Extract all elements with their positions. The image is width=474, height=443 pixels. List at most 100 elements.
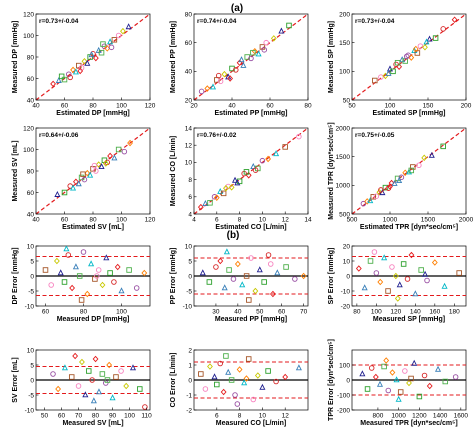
chart-a-1-1: 4 6 8 10 12 14 4 6 8 10 12 14 Estimated CO [L/min] Me… [170,125,312,231]
chart-b-1-2-point-16 [434,365,442,372]
chart-a-0-0-point-22 [58,73,65,80]
chart-a-0-2-point-16 [432,35,439,41]
chart-a-1-2-point-13 [402,169,409,176]
chart-b-0-0-point-14 [99,281,106,289]
chart-b-0-2-point-17 [441,282,448,289]
chart-a-1-1-point-16 [265,155,272,163]
chart-a-1-2-data-layer [352,128,466,214]
chart-b-0-1-point-8 [239,281,246,288]
chart-b-1-0-point-13 [106,361,113,369]
chart-b-0-0-point-4 [61,279,68,285]
chart-b-0-1-xtick-label-4: 70 [300,309,308,316]
chart-a-0-0-point-4 [70,66,76,74]
chart-a-1-2-xlabel: Estimated TPR [dyn*sec/cm⁵] [360,224,458,231]
chart-b-0-0-point-16 [107,270,113,276]
chart-a-1-2-ytick-label-1: 1000 [336,183,351,190]
chart-a-1-1-point-19 [296,133,302,140]
chart-b-1-0-point-9 [92,355,99,363]
chart-a-1-0-point-6 [81,176,88,183]
chart-a-0-0-xtick-label-3: 100 [116,103,127,110]
chart-b-1-0-point-17 [123,382,130,390]
chart-a-0-2-xlabel: Estimated SP [mmHg] [373,110,446,117]
chart-a-1-1-point-4 [213,194,220,201]
chart-a-1-0-point-17 [115,146,122,153]
chart-b-0-2-point-18 [456,270,462,276]
chart-b-0-0-point-21 [133,285,140,291]
chart-b-0-1-point-21 [246,297,252,303]
chart-b-1-2-point-15 [426,382,433,390]
chart-b-1-1-data-layer [194,353,308,407]
chart-a-0-2-point-1 [378,74,384,80]
chart-b-0-0-ytick-label-3: 5 [30,258,34,265]
chart-b-1-2-point-3 [372,373,379,381]
chart-b-0-0-ylabel: DP Error [mmHg] [12,247,19,304]
chart-a-0-1-annotation: r=0.74+/-0.04 [197,18,237,25]
chart-b-1-2-xtick-label-2: 1200 [412,413,427,420]
chart-b-1-0-ytick-label-3: 5 [30,362,34,369]
chart-a-1-0-point-19 [127,139,133,147]
chart-b-1-0-data-layer [36,352,150,410]
chart-a-0-0-point-21 [125,23,132,30]
chart-b-1-1-point-11 [241,379,248,386]
chart-b-0-1-xlabel: Measured PP [mmHg] [215,316,287,323]
chart-a-1-0-ylabel: Measured SV [mL] [12,140,19,201]
chart-b-0-0-xtick-label-1: 80 [80,309,88,316]
chart-b-1-2-point-18 [452,374,459,380]
chart-b-0-2-point-16 [431,259,438,266]
chart-b-1-1-xlabel: Measured CO [L/min] [216,420,286,427]
chart-a-1-0-xtick-label-2: 80 [89,217,97,224]
chart-b-0-0-ytick-label-1: -5 [28,288,34,295]
chart-a-1-2: 500 1000 1500 2000500100015002000Estimated … [328,122,474,231]
chart-b-0-2-point-21 [422,270,429,277]
chart-b-0-2-ytick-label-0: -20 [341,303,351,310]
chart-a-1-2-ytick-label-2: 1500 [336,154,351,161]
chart-b-1-2: 800 1000 1200 1400 1600 -200 -100 0 100 Measured … [328,339,468,427]
chart-b-0-2-xtick-label-0: 80 [353,309,361,316]
chart-b-0-0-point-17 [111,279,117,285]
panel-a-label: (a) [231,3,243,14]
chart-a-0-0-point-5 [72,68,79,75]
chart-b-0-0-point-19 [118,287,125,294]
chart-a-1-1-data-layer [194,128,308,214]
chart-a-0-0: 40 60 80 100 120 40 60 80 100 120 Estimated DP [mm… [12,11,156,117]
chart-a-0-2-point-22 [412,45,419,53]
chart-b-0-1-point-18 [292,276,298,282]
chart-a-0-0-ytick-label-0: 40 [27,97,35,104]
panel-b-label: (b) [227,230,240,241]
chart-a-1-2-point-18 [428,151,435,158]
chart-a-1-1-xtick-label-0: 4 [192,217,196,224]
chart-b-0-0-point-24 [78,297,85,303]
chart-b-1-1-xtick-label-2: 10 [259,413,267,420]
chart-b-0-1-point-0 [199,269,206,276]
chart-a-0-2-point-13 [417,43,424,49]
chart-a-0-1-ytick-label-0: 20 [185,97,193,104]
chart-b-1-0-point-0 [50,371,56,377]
chart-b-1-0-xlabel: Measured SV [mL] [62,420,123,427]
chart-b-0-2-xtick-label-2: 120 [390,309,401,316]
chart-b-0-1-point-1 [206,279,213,285]
chart-b-1-2-point-6 [385,387,392,394]
chart-a-1-1-xtick-label-3: 10 [259,217,267,224]
chart-b-0-2-ylabel: SP Error [mmHg] [328,248,335,305]
chart-b-0-2-point-13 [412,290,419,297]
chart-a-1-2-annotation: r=0.75+/-0.05 [355,132,395,139]
chart-a-1-2-point-20 [378,187,384,193]
chart-a-1-1-xlabel: Estimated CO [L/min] [215,224,286,231]
chart-a-1-1-xtick-label-5: 14 [304,217,312,224]
chart-b-1-2-point-14 [421,372,428,379]
chart-b-0-2-point-11 [404,276,411,282]
chart-a-0-1-identity-line [194,14,308,100]
chart-b-0-2-ytick-label-1: -10 [341,288,351,295]
chart-a-0-0-ylabel: Measured DP [mmHg] [12,21,19,94]
chart-a-0-2-point-0 [372,77,378,84]
chart-b-1-0-point-16 [118,368,124,374]
chart-b-0-2-point-14 [418,267,424,273]
chart-b-1-2-point-19 [383,357,390,364]
chart-a-1-2-point-5 [376,188,383,196]
chart-a-1-1-ytick-label-5: 14 [185,125,193,132]
chart-a-0-2-data-layer [352,14,466,100]
chart-b-1-1-point-15 [259,383,266,390]
chart-b-0-1-point-4 [221,284,228,291]
chart-b-1-2-data-layer [352,357,466,402]
chart-b-0-2-point-0 [355,265,362,272]
